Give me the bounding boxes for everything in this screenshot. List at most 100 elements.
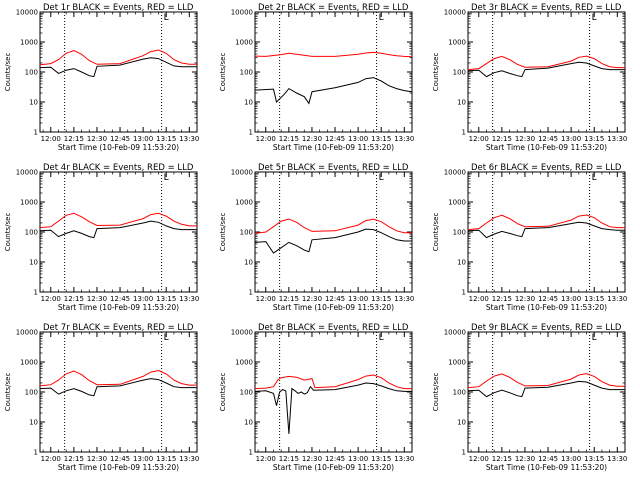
plot-frame: [467, 331, 626, 453]
x-tick-label: 12:15: [492, 135, 512, 143]
lld-series-line: [254, 51, 413, 58]
x-tick-label: 13:30: [179, 295, 199, 303]
x-axis-label: Start Time (10-Feb-09 11:53:20): [273, 303, 394, 312]
x-tick-label: 13:00: [561, 295, 581, 303]
x-tick-label: 13:30: [394, 135, 414, 143]
events-series-line: [39, 57, 197, 78]
y-tick-label: 10000: [444, 9, 466, 17]
y-tick-label: 100: [25, 389, 38, 397]
y-tick-label: 1000: [20, 359, 38, 367]
lld-series-line: [254, 374, 412, 390]
x-tick-label: 12:30: [87, 455, 107, 463]
panel-title: Det 4r BLACK = Events, RED = LLD: [43, 163, 194, 173]
x-tick-label: 12:00: [469, 295, 489, 303]
y-tick-label: 10: [244, 259, 253, 267]
y-tick-label: 1000: [235, 39, 253, 47]
x-tick-label: 13:15: [371, 135, 391, 143]
x-tick-label: 12:15: [64, 455, 84, 463]
y-axis-label: Counts/sec: [432, 53, 440, 92]
marker-label: L: [379, 333, 384, 343]
x-tick-label: 12:30: [515, 455, 535, 463]
marker-label: L: [379, 173, 384, 183]
y-tick-label: 10: [244, 99, 253, 107]
y-tick-label: 1000: [448, 199, 466, 207]
events-series-line: [467, 221, 625, 239]
marker-label: L: [164, 13, 169, 23]
plot-frame: [254, 331, 413, 453]
x-tick-label: 13:15: [584, 295, 604, 303]
x-tick-label: 12:00: [256, 135, 276, 143]
x-axis-label: Start Time (10-Feb-09 11:53:20): [58, 463, 179, 472]
y-tick-label: 10: [457, 99, 466, 107]
y-tick-label: 10: [244, 419, 253, 427]
y-tick-label: 1: [462, 129, 466, 137]
x-tick-label: 12:45: [538, 135, 558, 143]
x-tick-label: 13:00: [561, 455, 581, 463]
x-axis-label: Start Time (10-Feb-09 11:53:20): [58, 143, 179, 152]
marker-label: L: [164, 333, 169, 343]
plot-frame: [39, 171, 198, 293]
detector-panel-1: Det 1r BLACK = Events, RED = LLD Counts/s…: [4, 3, 199, 152]
plot-frame: [254, 171, 413, 293]
detector-panel-2: Det 2r BLACK = Events, RED = LLD Counts/s…: [219, 3, 414, 152]
lld-series-line: [467, 55, 625, 71]
x-tick-label: 13:30: [179, 455, 199, 463]
y-tick-label: 1: [462, 449, 466, 457]
marker-label: L: [592, 13, 597, 23]
y-tick-label: 10: [457, 419, 466, 427]
y-axis-label: Counts/sec: [219, 53, 227, 92]
x-tick-label: 13:15: [371, 295, 391, 303]
x-tick-label: 12:30: [515, 135, 535, 143]
panel-title: Det 9r BLACK = Events, RED = LLD: [471, 323, 622, 333]
x-tick-label: 12:30: [87, 135, 107, 143]
y-tick-label: 100: [453, 69, 466, 77]
y-tick-label: 1000: [448, 359, 466, 367]
x-tick-label: 13:15: [584, 455, 604, 463]
y-axis-label: Counts/sec: [219, 213, 227, 252]
y-tick-label: 100: [240, 69, 253, 77]
y-tick-label: 100: [453, 229, 466, 237]
x-tick-label: 12:15: [279, 295, 299, 303]
y-tick-label: 10000: [444, 169, 466, 177]
plot-frame: [467, 11, 626, 133]
panel-title: Det 1r BLACK = Events, RED = LLD: [43, 3, 194, 13]
y-tick-label: 10: [29, 259, 38, 267]
x-tick-label: 12:00: [469, 135, 489, 143]
y-tick-label: 10000: [231, 169, 253, 177]
x-tick-label: 12:45: [538, 455, 558, 463]
x-tick-label: 13:30: [607, 135, 627, 143]
detector-panel-3: Det 3r BLACK = Events, RED = LLD Counts/s…: [432, 3, 627, 152]
x-tick-label: 13:30: [607, 295, 627, 303]
x-tick-label: 12:45: [325, 295, 345, 303]
events-series-line: [254, 382, 412, 434]
y-tick-label: 100: [453, 389, 466, 397]
x-tick-label: 13:30: [394, 295, 414, 303]
x-tick-label: 12:00: [41, 135, 61, 143]
panel-title: Det 8r BLACK = Events, RED = LLD: [258, 323, 409, 333]
x-tick-label: 12:30: [302, 135, 322, 143]
panel-title: Det 6r BLACK = Events, RED = LLD: [471, 163, 622, 173]
events-series-line: [254, 77, 413, 105]
x-tick-label: 12:15: [279, 135, 299, 143]
lld-series-line: [467, 373, 625, 389]
x-tick-label: 12:00: [256, 295, 276, 303]
detector-panel-6: Det 6r BLACK = Events, RED = LLD Counts/s…: [432, 163, 627, 312]
marker-label: L: [592, 333, 597, 343]
panel-title: Det 5r BLACK = Events, RED = LLD: [258, 163, 409, 173]
plot-frame: [39, 11, 198, 133]
y-tick-label: 1: [249, 129, 253, 137]
x-tick-label: 12:15: [64, 295, 84, 303]
y-tick-label: 10: [29, 99, 38, 107]
y-tick-label: 1000: [235, 359, 253, 367]
marker-label: L: [164, 173, 169, 183]
detector-panel-9: Det 9r BLACK = Events, RED = LLD Counts/s…: [432, 323, 627, 472]
y-tick-label: 10000: [16, 9, 38, 17]
y-tick-label: 10: [29, 419, 38, 427]
y-tick-label: 1: [34, 449, 38, 457]
x-tick-label: 12:15: [492, 295, 512, 303]
y-tick-label: 1: [34, 129, 38, 137]
y-tick-label: 1000: [448, 39, 466, 47]
y-tick-label: 1: [34, 289, 38, 297]
marker-label: L: [592, 173, 597, 183]
lld-series-line: [39, 212, 197, 229]
